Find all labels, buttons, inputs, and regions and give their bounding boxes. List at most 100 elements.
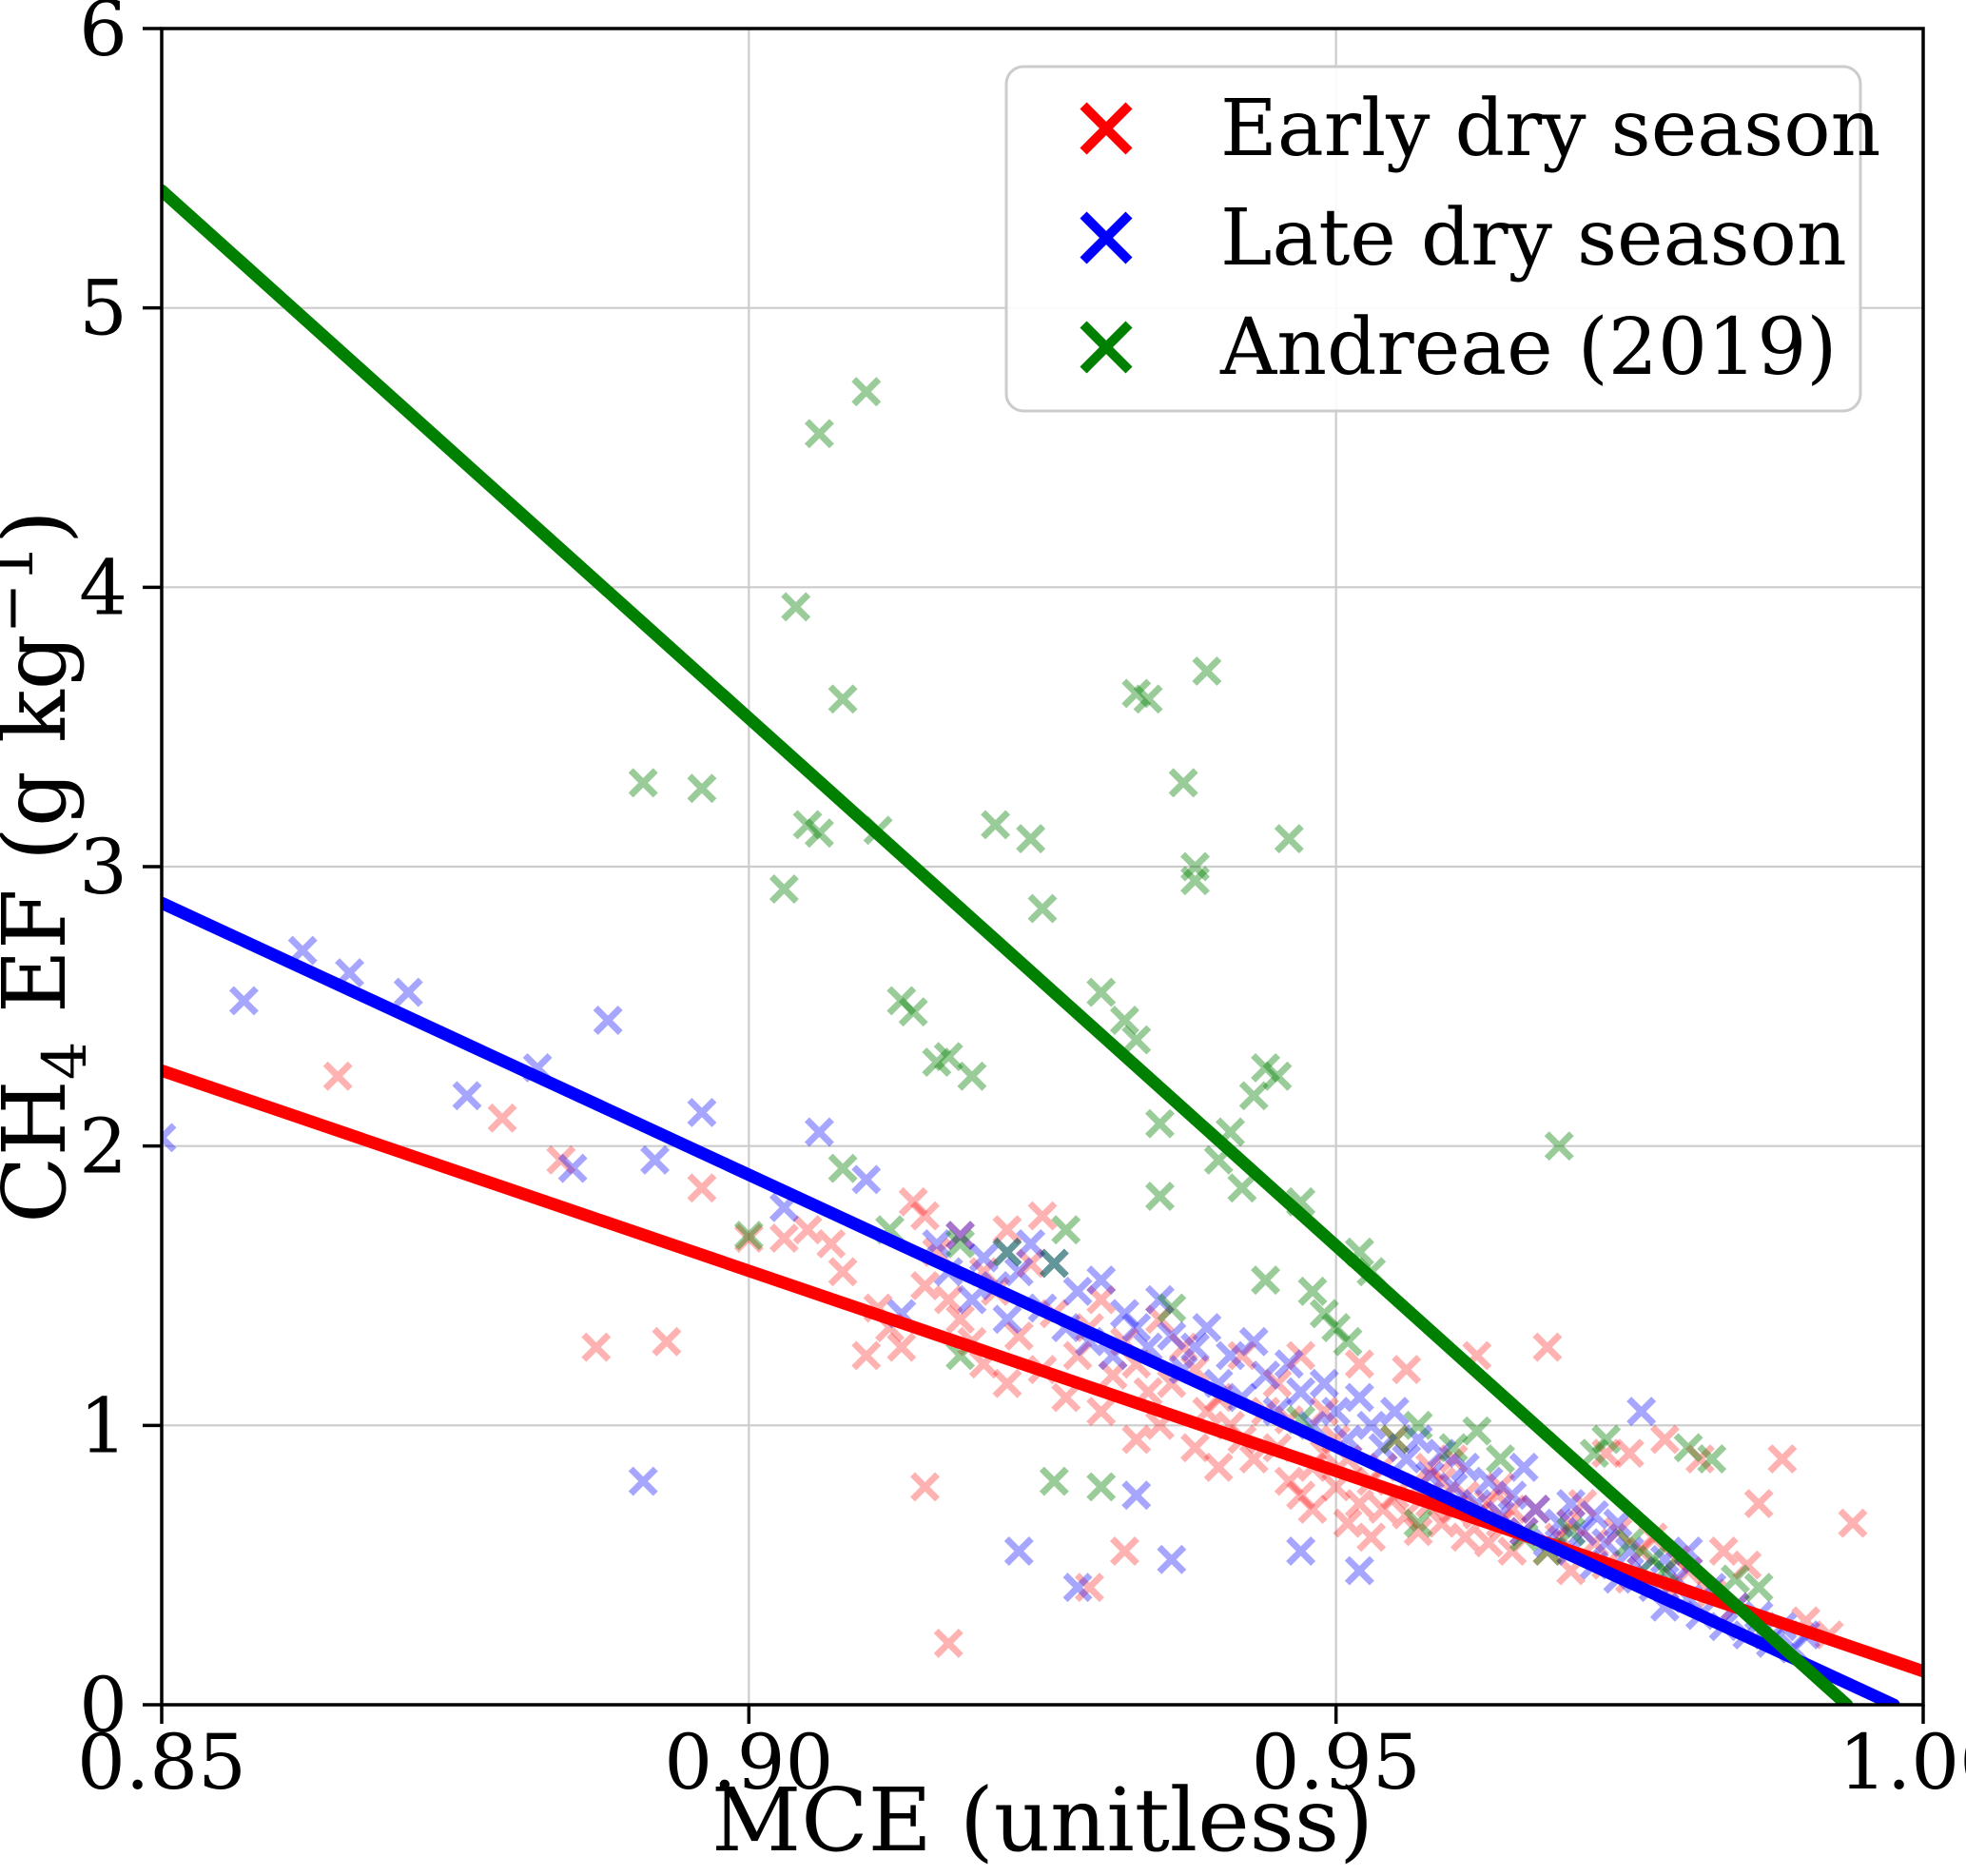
x-marker bbox=[1344, 1555, 1374, 1586]
x-marker bbox=[1192, 1313, 1222, 1343]
x-marker bbox=[792, 1215, 823, 1245]
x-marker bbox=[1180, 851, 1210, 882]
x-marker bbox=[804, 419, 834, 449]
x-marker bbox=[1403, 1410, 1433, 1440]
x-marker bbox=[1603, 1508, 1633, 1538]
x-marker bbox=[1743, 1573, 1774, 1603]
x-marker bbox=[1062, 1573, 1093, 1603]
x-marker bbox=[1157, 1293, 1187, 1323]
x-marker bbox=[1556, 1489, 1586, 1519]
x-marker bbox=[769, 874, 799, 904]
x-marker bbox=[1544, 1508, 1574, 1538]
x-marker bbox=[1708, 1536, 1739, 1566]
x-marker bbox=[933, 1284, 964, 1315]
x-marker bbox=[992, 1368, 1022, 1398]
x-marker bbox=[1392, 1355, 1422, 1385]
x-marker bbox=[1098, 1359, 1128, 1390]
x-marker bbox=[945, 1221, 976, 1251]
x-marker bbox=[1309, 1368, 1339, 1398]
x-marker bbox=[981, 810, 1011, 840]
x-marker bbox=[898, 1186, 928, 1217]
x-marker bbox=[1720, 1564, 1750, 1594]
x-marker bbox=[1614, 1438, 1645, 1469]
x-marker bbox=[581, 1332, 612, 1362]
x-marker bbox=[1356, 1522, 1387, 1553]
x-marker bbox=[922, 1047, 952, 1078]
x-marker bbox=[1438, 1444, 1469, 1475]
x-marker bbox=[1392, 1444, 1422, 1475]
x-marker bbox=[1227, 1173, 1257, 1203]
x-marker bbox=[1579, 1438, 1609, 1469]
x-marker bbox=[1626, 1397, 1657, 1427]
x-marker bbox=[1168, 768, 1198, 798]
x-marker bbox=[1286, 1377, 1316, 1407]
x-marker bbox=[1379, 1397, 1410, 1427]
x-marker bbox=[1086, 1284, 1117, 1315]
x-marker bbox=[933, 1042, 964, 1072]
x-marker bbox=[1532, 1332, 1563, 1362]
x-marker bbox=[1109, 1006, 1139, 1035]
x-marker bbox=[322, 1061, 353, 1091]
x-marker bbox=[827, 684, 858, 714]
x-marker bbox=[1403, 1516, 1433, 1547]
x-marker bbox=[452, 1081, 482, 1111]
x-marker bbox=[1286, 1480, 1316, 1511]
x-marker bbox=[1344, 1489, 1374, 1519]
x-marker bbox=[1003, 1257, 1034, 1287]
x-marker bbox=[992, 1215, 1022, 1245]
legend-x-marker-andreae-2019 bbox=[1080, 321, 1133, 374]
x-marker bbox=[968, 1242, 999, 1273]
x-marker bbox=[1309, 1397, 1339, 1427]
x-marker bbox=[1086, 1265, 1117, 1296]
x-marker bbox=[1462, 1416, 1492, 1446]
x-marker bbox=[557, 1153, 588, 1183]
x-marker bbox=[1286, 1536, 1316, 1566]
y-tick-label: 3 bbox=[79, 823, 127, 911]
tick-labels: 0.85 0.90 0.95 1.00 0 1 2 3 4 5 6 bbox=[77, 0, 1966, 1807]
x-marker bbox=[1157, 1544, 1187, 1574]
x-marker bbox=[1556, 1508, 1586, 1538]
x-marker bbox=[1473, 1466, 1504, 1496]
x-marker bbox=[1368, 1494, 1398, 1524]
x-marker bbox=[1051, 1215, 1081, 1245]
x-axis-label: MCE (unitless) bbox=[711, 1769, 1373, 1871]
x-marker bbox=[1392, 1499, 1422, 1530]
x-marker bbox=[1732, 1550, 1762, 1580]
x-marker bbox=[1086, 1472, 1117, 1502]
x-marker bbox=[1144, 1304, 1175, 1335]
legend-label-early-dry-season: Early dry season bbox=[1220, 84, 1880, 174]
x-marker bbox=[886, 1332, 917, 1362]
x-marker bbox=[1486, 1472, 1515, 1502]
x-marker bbox=[546, 1144, 576, 1175]
x-marker bbox=[910, 1271, 941, 1300]
x-marker bbox=[1591, 1528, 1622, 1558]
x-marker bbox=[992, 1237, 1022, 1267]
x-tick-label: 0.95 bbox=[1252, 1718, 1421, 1807]
x-marker bbox=[1062, 1340, 1093, 1371]
x-marker bbox=[393, 977, 423, 1007]
x-marker bbox=[1591, 1424, 1622, 1455]
x-marker bbox=[1684, 1444, 1715, 1475]
x-marker bbox=[992, 1304, 1022, 1335]
x-marker bbox=[1297, 1276, 1328, 1306]
x-marker bbox=[945, 1221, 976, 1251]
x-marker bbox=[769, 1223, 799, 1254]
x-marker bbox=[1544, 1131, 1574, 1162]
x-marker bbox=[1039, 1248, 1069, 1279]
x-marker bbox=[992, 1237, 1022, 1267]
y-tick-label: 2 bbox=[79, 1103, 127, 1191]
x-marker bbox=[1086, 977, 1117, 1007]
x-marker bbox=[1649, 1424, 1680, 1455]
x-marker bbox=[1579, 1499, 1609, 1530]
x-marker bbox=[1344, 1349, 1374, 1379]
x-marker bbox=[1333, 1508, 1363, 1538]
x-marker bbox=[957, 1061, 987, 1091]
x-marker bbox=[1414, 1452, 1445, 1482]
x-marker bbox=[687, 1173, 717, 1203]
x-marker bbox=[1521, 1494, 1551, 1524]
x-marker bbox=[1262, 1061, 1293, 1091]
x-marker bbox=[804, 1117, 834, 1147]
x-marker bbox=[1109, 1536, 1139, 1566]
x-marker bbox=[1144, 1182, 1175, 1212]
